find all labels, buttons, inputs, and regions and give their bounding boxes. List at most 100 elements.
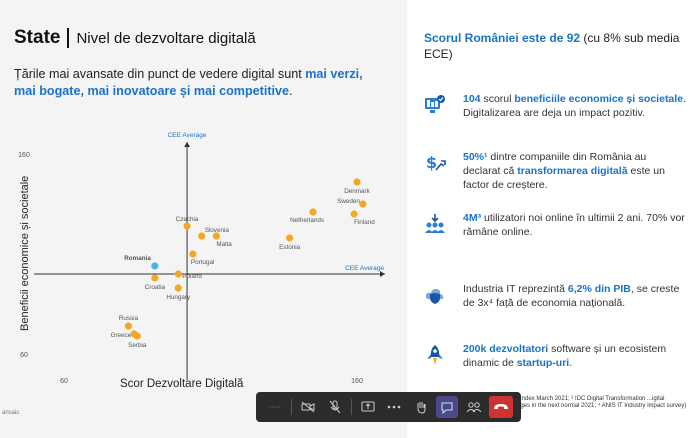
participants-icon[interactable] xyxy=(462,396,484,418)
romania-score-highlight: Scorul României este de 92 xyxy=(424,31,581,45)
raise-hand-icon[interactable] xyxy=(410,396,432,418)
slide-title: State Nivel de dezvoltare digitală xyxy=(14,27,256,49)
fact-t2: este un factor de creștere. xyxy=(463,165,665,191)
data-point xyxy=(212,232,220,240)
data-point-label: Russia xyxy=(119,315,139,322)
bar-separator xyxy=(351,399,352,415)
y-tick-label: 60 xyxy=(20,352,28,359)
fact-b2: transformarea digitală xyxy=(517,165,628,177)
x-tick-label: 60 xyxy=(60,378,68,385)
fact-t1: Industria IT reprezintă xyxy=(463,283,568,295)
y-axis-label: Beneficii economice și societale xyxy=(19,175,31,331)
data-point-label: Serbia xyxy=(128,342,147,349)
slide-subtitle: Țările mai avansate din punct de vedere … xyxy=(14,66,399,100)
data-point xyxy=(183,222,191,230)
data-point-label: Sweden xyxy=(337,198,360,205)
rocket-icon xyxy=(424,344,446,366)
scatter-chart: CEE Average CEE Average 160 60 60 160 Denmark S… xyxy=(0,118,407,418)
fact-text: 50%¹ dintre companiile din România au de… xyxy=(463,150,686,192)
hang-up-icon[interactable] xyxy=(488,396,513,418)
fact-t2: . Digitalizarea are deja un impact pozit… xyxy=(463,93,686,119)
fact-item: 4M³ utilizatori noi online în ultimii 2 … xyxy=(424,211,686,239)
fact-item: $50%¹ dintre companiile din România au d… xyxy=(424,150,686,192)
fact-text: 4M³ utilizatori noi online în ultimii 2 … xyxy=(463,211,686,239)
scatter-chart-svg: CEE Average CEE Average 160 60 60 160 Denmark S… xyxy=(18,132,385,385)
fact-text: 200k dezvoltatori software și un ecosist… xyxy=(463,342,686,370)
fact-text: Industria IT reprezintă 6,2% din PIB, se… xyxy=(463,282,686,310)
data-point-label: Hungary xyxy=(166,294,191,301)
cee-average-label-top: CEE Average xyxy=(168,132,207,139)
subtitle-prefix: Țările mai avansate din punct de vedere … xyxy=(14,67,306,81)
data-point-label: Czechia xyxy=(176,216,199,223)
bar-separator xyxy=(291,399,293,415)
data-point xyxy=(133,332,141,340)
data-point xyxy=(309,208,317,216)
fact-item: Industria IT reprezintă 6,2% din PIB, se… xyxy=(424,282,686,310)
data-point-label: Poland xyxy=(182,273,202,280)
y-tick-label: 160 xyxy=(18,152,30,159)
data-point-label: Denmark xyxy=(344,188,370,195)
fact-item: 200k dezvoltatori software și un ecosist… xyxy=(424,342,686,370)
title-separator xyxy=(67,28,70,48)
camera-off-icon[interactable] xyxy=(297,396,319,418)
dollar-growth-icon: $ xyxy=(424,152,446,174)
romania-score-rest: (cu 8% sub media ECE) xyxy=(424,31,680,61)
x-axis-label: Scor Dezvoltare Digitală xyxy=(120,378,244,390)
fact-text: 104 scorul beneficiile economice și soci… xyxy=(463,92,686,120)
meeting-control-bar: ····· xyxy=(256,392,521,422)
data-point-label: Slovenia xyxy=(205,227,230,234)
data-point xyxy=(189,250,197,258)
data-point-label: Estonia xyxy=(279,244,301,251)
data-point xyxy=(353,178,361,186)
corner-watermark: ansaic xyxy=(2,410,20,416)
subtitle-highlight-2: mai bogate, mai inovatoare și mai compet… xyxy=(14,84,290,98)
data-point xyxy=(174,284,182,292)
share-screen-icon[interactable] xyxy=(357,396,379,418)
data-point-label: Croatia xyxy=(145,284,166,291)
slide-left-panel: State Nivel de dezvoltare digitală Țăril… xyxy=(0,27,407,418)
romania-score-heading: Scorul României este de 92 (cu 8% sub me… xyxy=(424,30,684,62)
data-point-label: Portugal xyxy=(191,259,214,266)
fact-b1: 104 xyxy=(463,93,481,105)
data-point-label: Greece xyxy=(111,332,132,339)
x-tick-label: 160 xyxy=(351,378,363,385)
fact-t1: software și un ecosistem dinamic de xyxy=(463,343,667,369)
data-point xyxy=(124,322,133,330)
title-section: Nivel de dezvoltare digitală xyxy=(76,29,256,47)
fact-b2: beneficiile economice și societale xyxy=(514,93,684,105)
title-brand: State xyxy=(14,27,61,48)
data-point-label: Malta xyxy=(216,241,232,248)
svg-text:$: $ xyxy=(426,153,437,172)
monitor-check-icon xyxy=(424,94,446,116)
fact-b1: 4M³ xyxy=(463,212,482,224)
data-point-label: Netherlands xyxy=(290,217,324,224)
chat-icon[interactable] xyxy=(436,396,459,418)
more-icon[interactable] xyxy=(383,396,405,418)
slide-right-panel xyxy=(407,0,700,438)
data-point xyxy=(359,200,367,208)
fact-t2: , se creste de 3x⁴ față de economia nați… xyxy=(463,283,680,309)
fact-t1: scorul xyxy=(480,93,515,105)
y-axis-arrow xyxy=(184,142,191,147)
subtitle-suffix: . xyxy=(289,84,293,98)
cee-average-label-right: CEE Average xyxy=(345,265,384,272)
fact-b1: 50%¹ xyxy=(463,151,488,163)
x-axis-arrow xyxy=(380,271,385,277)
fact-b1: 200k dezvoltatori xyxy=(463,343,549,355)
fact-item: 104 scorul beneficiile economice și soci… xyxy=(424,92,686,120)
data-point-label: Finland xyxy=(354,219,375,226)
subtitle-highlight-1: mai verzi, xyxy=(305,67,363,81)
footnote: ...ment Index March 2021; ² IDC Digital … xyxy=(500,396,687,409)
call-timer: ····· xyxy=(269,403,281,411)
fact-t1: utilizatori noi online în ultimii 2 ani.… xyxy=(463,212,685,238)
mic-off-icon[interactable] xyxy=(324,396,346,418)
data-point xyxy=(198,232,206,240)
users-download-icon xyxy=(424,213,446,235)
data-point xyxy=(151,274,159,282)
data-point xyxy=(286,234,294,242)
data-point xyxy=(350,210,358,218)
data-point xyxy=(151,262,159,270)
data-point-label: Romania xyxy=(124,255,151,262)
fact-t1: dintre companiile din România au declara… xyxy=(463,151,647,177)
